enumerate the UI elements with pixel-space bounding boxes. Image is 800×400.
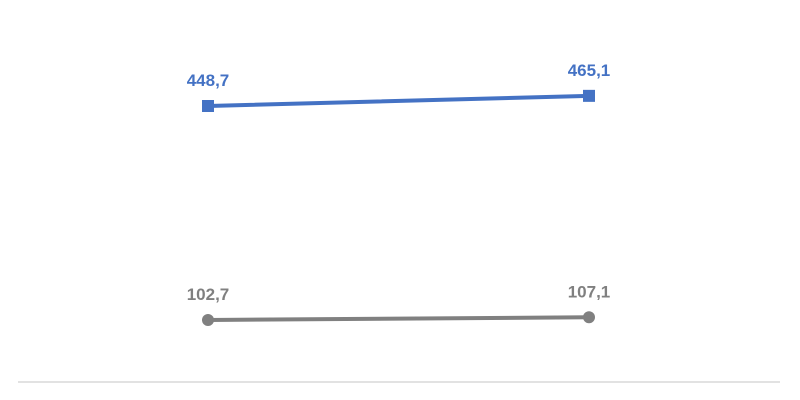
series-1-line (206, 315, 591, 322)
series-0-point-0 (202, 100, 214, 112)
series-1-data-label-1: 107,1 (568, 282, 611, 301)
series-0-data-label-1: 465,1 (568, 61, 611, 80)
series-1-point-0 (202, 314, 214, 326)
series-layer: 448,7 465,1 102,7 107,1 (187, 61, 611, 326)
series-1-data-label-0: 102,7 (187, 285, 230, 304)
series-1-point-1 (583, 311, 595, 324)
series-0-point-1 (583, 89, 595, 102)
series-0-data-label-0: 448,7 (187, 71, 230, 90)
series-0-line (206, 93, 591, 108)
